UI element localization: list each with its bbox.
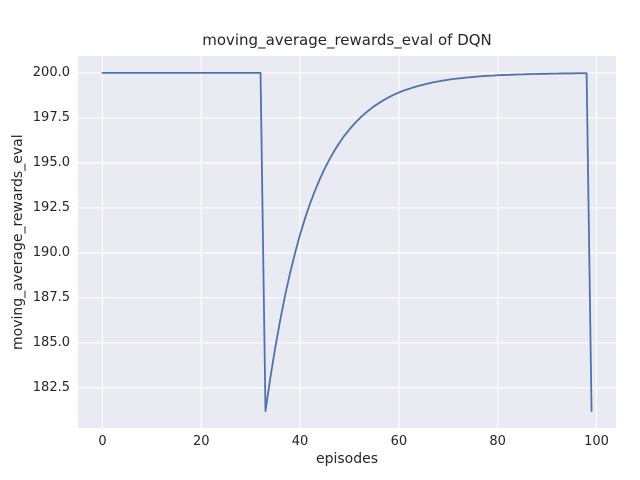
x-tick-label: 20	[192, 434, 210, 449]
x-tick-label: 60	[390, 434, 408, 449]
x-axis-label: episodes	[315, 451, 379, 467]
chart-title: moving_average_rewards_eval of DQN	[202, 31, 492, 49]
x-tick-label: 80	[489, 434, 506, 449]
y-tick-label: 182.5	[32, 379, 70, 395]
y-tick-label: 195.0	[32, 154, 70, 170]
x-tick-label: 0	[98, 434, 107, 449]
line-chart	[78, 56, 616, 428]
y-tick-label: 192.5	[32, 199, 70, 215]
x-tick-label: 100	[584, 434, 609, 449]
y-tick-label: 190.0	[32, 244, 70, 260]
plot-area	[78, 56, 616, 428]
x-tick-label: 40	[291, 434, 309, 449]
y-tick-label: 187.5	[32, 289, 70, 305]
y-tick-label: 185.0	[32, 334, 70, 350]
y-tick-label: 200.0	[32, 64, 70, 80]
y-tick-label: 197.5	[32, 109, 70, 125]
